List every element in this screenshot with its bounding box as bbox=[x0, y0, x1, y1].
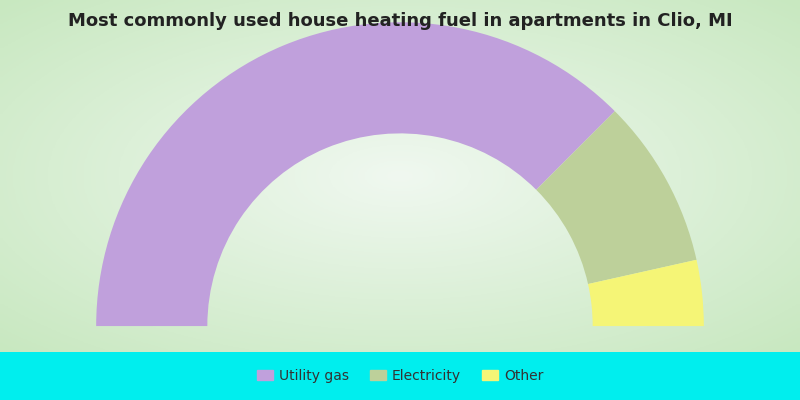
Wedge shape bbox=[536, 111, 697, 284]
Wedge shape bbox=[96, 22, 615, 326]
Wedge shape bbox=[588, 260, 704, 326]
Legend: Utility gas, Electricity, Other: Utility gas, Electricity, Other bbox=[250, 362, 550, 390]
Text: Most commonly used house heating fuel in apartments in Clio, MI: Most commonly used house heating fuel in… bbox=[68, 12, 732, 30]
